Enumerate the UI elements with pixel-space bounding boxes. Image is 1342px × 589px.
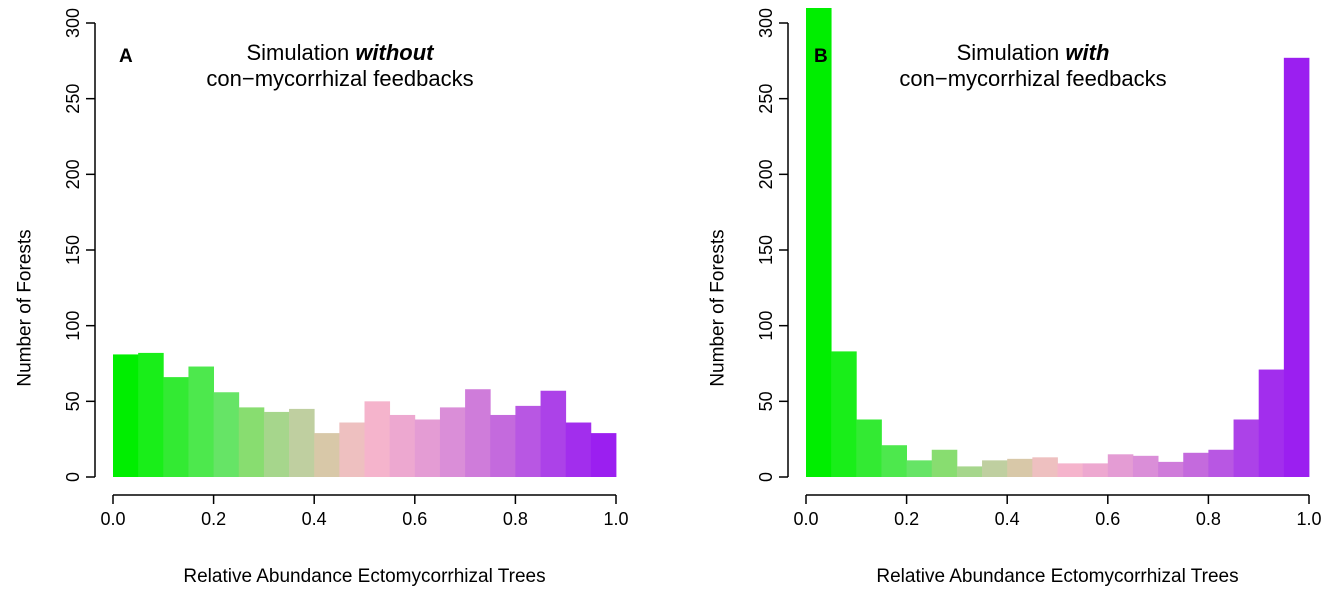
y-tick-label: 50 (756, 391, 776, 411)
histogram-bar (465, 389, 491, 477)
x-ticks-b: 0.0 0.2 0.4 0.6 0.8 1.0 (793, 495, 1322, 529)
histogram-bar (831, 351, 857, 477)
title-emphasis-b: with (1065, 40, 1109, 65)
x-tick-label: 0.4 (302, 509, 327, 529)
x-tick-label: 0.6 (402, 509, 427, 529)
histogram-bar (414, 419, 441, 477)
y-tick-label: 300 (63, 8, 83, 38)
x-ticks-a: 0.0 0.2 0.4 0.6 0.8 1.0 (100, 495, 629, 529)
histogram-bar (188, 366, 214, 477)
x-axis-label-b: Relative Abundance Ectomycorrhizal Trees (876, 566, 1238, 587)
x-tick-label: 0.2 (894, 509, 919, 529)
histogram-bars-b (806, 8, 1310, 477)
histogram-bar (1132, 455, 1159, 477)
histogram-bar (213, 392, 240, 477)
y-tick-label: 150 (63, 235, 83, 265)
histogram-bar (590, 433, 617, 477)
histogram-bar (314, 433, 340, 477)
y-tick-label: 0 (756, 472, 776, 482)
histogram-bar (1032, 457, 1058, 477)
histogram-bar (1057, 463, 1084, 477)
histogram-bar (565, 422, 592, 477)
y-tick-label: 100 (63, 311, 83, 341)
x-axis-label-a: Relative Abundance Ectomycorrhizal Trees (183, 566, 545, 587)
chart-title-line2-a: con−mycorrhizal feedbacks (206, 66, 473, 91)
chart-title-line1-b: Simulation with (957, 40, 1110, 65)
histogram-bar (1107, 454, 1134, 477)
y-tick-label: 200 (63, 159, 83, 189)
histogram-bar (364, 401, 391, 477)
histogram-bar (490, 414, 516, 477)
histogram-bar (856, 419, 882, 477)
histogram-bar (263, 411, 290, 477)
histogram-bar (389, 414, 416, 477)
histogram-bar (982, 460, 1008, 477)
x-tick-label: 0.0 (100, 509, 125, 529)
histogram-bar (1258, 369, 1285, 477)
x-tick-label: 0.6 (1095, 509, 1120, 529)
histogram-bar (1283, 57, 1310, 477)
x-tick-label: 0.4 (995, 509, 1020, 529)
title-emphasis-a: without (355, 40, 435, 65)
chart-title-line2-b: con−mycorrhizal feedbacks (899, 66, 1166, 91)
panel-letter-b: B (814, 46, 828, 67)
y-tick-label: 50 (63, 391, 83, 411)
histogram-bar (956, 466, 983, 477)
histogram-bar (1183, 452, 1209, 477)
y-tick-label: 0 (63, 472, 83, 482)
x-tick-label: 0.8 (1196, 509, 1221, 529)
y-tick-label: 200 (756, 159, 776, 189)
histogram-bar (339, 422, 365, 477)
histogram-bar (113, 354, 139, 477)
histogram-bars-a (113, 352, 617, 477)
histogram-bar (238, 407, 265, 477)
panel-b: 0 50 100 150 200 250 300 0.0 0.2 0.4 0.6 0.8 1.0 Nu… (708, 8, 1322, 587)
histogram-bar (1082, 463, 1109, 477)
panel-a: 0 50 100 150 200 250 300 0.0 0.2 0.4 0.6 0.8 1.0 Nu… (15, 8, 629, 587)
histogram-bar (515, 405, 541, 477)
histogram-bar (439, 407, 466, 477)
y-tick-label: 300 (756, 8, 776, 38)
y-axis-label-b: Number of Forests (708, 229, 729, 386)
histogram-bar (806, 8, 832, 477)
y-tick-label: 100 (756, 311, 776, 341)
histogram-bar (163, 377, 189, 477)
title-plain-b: Simulation (957, 40, 1066, 65)
histogram-bar (138, 352, 164, 477)
histogram-bar (1007, 458, 1033, 477)
histogram-bar (1233, 419, 1260, 477)
y-tick-label: 150 (756, 235, 776, 265)
y-ticks-b: 0 50 100 150 200 250 300 (756, 8, 788, 482)
chart-title-line1-a: Simulation without (246, 40, 435, 65)
y-tick-label: 250 (756, 84, 776, 114)
histogram-bar (906, 460, 933, 477)
histogram-bar (540, 390, 567, 477)
x-tick-label: 0.8 (503, 509, 528, 529)
x-tick-label: 1.0 (1296, 509, 1321, 529)
y-tick-label: 250 (63, 84, 83, 114)
histogram-bar (1158, 461, 1184, 477)
histogram-bar (289, 408, 315, 477)
x-tick-label: 0.0 (793, 509, 818, 529)
panel-letter-a: A (119, 46, 133, 67)
y-ticks-a: 0 50 100 150 200 250 300 (63, 8, 95, 482)
histogram-bar (931, 449, 958, 477)
histogram-bar (881, 445, 907, 477)
x-tick-label: 0.2 (201, 509, 226, 529)
x-tick-label: 1.0 (603, 509, 628, 529)
title-plain-a: Simulation (246, 40, 355, 65)
histogram-bar (1208, 449, 1234, 477)
y-axis-label-a: Number of Forests (15, 229, 36, 386)
